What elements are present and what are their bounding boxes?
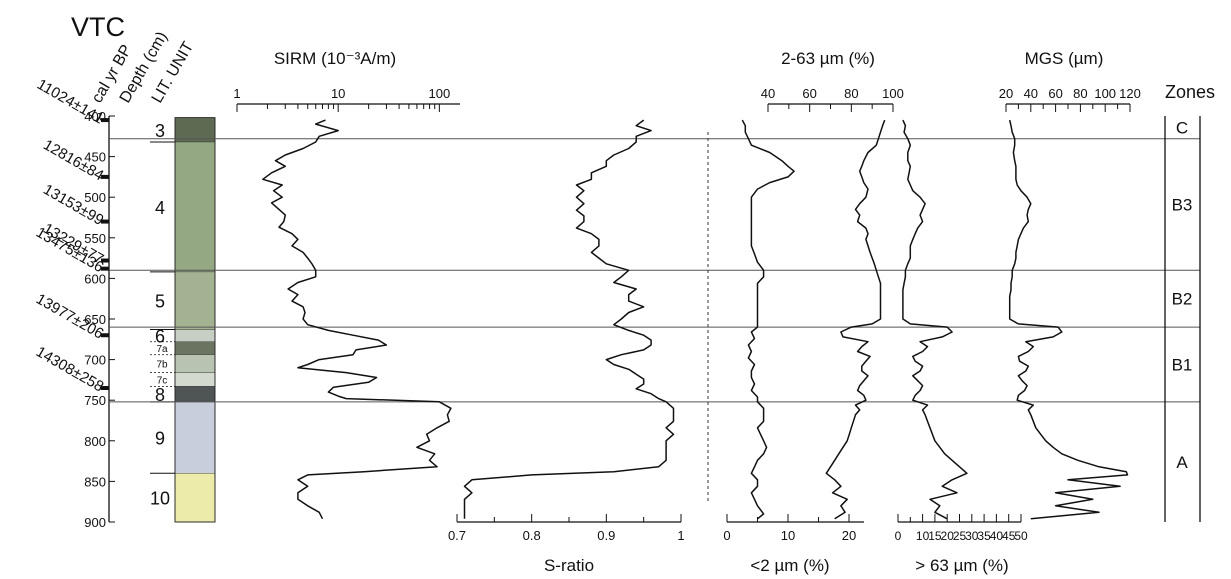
unit-block <box>174 141 216 273</box>
depth-tick-label: 700 <box>84 353 106 368</box>
axis-title: MGS (µm) <box>1025 49 1104 68</box>
tick-label: 0 <box>895 529 902 543</box>
unit-block <box>174 271 216 330</box>
unit-block <box>174 354 216 373</box>
unit-block <box>174 372 216 387</box>
tick-label: 120 <box>1119 86 1141 101</box>
core-title: VTC <box>71 12 125 42</box>
tick-label: 100 <box>428 86 450 101</box>
tick-label: 0.9 <box>597 528 615 543</box>
tick-label: 100 <box>882 86 904 101</box>
unit-label: 9 <box>155 429 165 449</box>
depth-tick-label: 800 <box>84 434 106 449</box>
tick-label: 45 <box>1002 529 1016 543</box>
tick-label: 80 <box>844 86 858 101</box>
tick-label: 0 <box>723 528 730 543</box>
unit-block <box>174 341 216 355</box>
zone-label: A <box>1176 453 1188 472</box>
series-line <box>741 119 795 520</box>
tick-label: 100 <box>1094 86 1116 101</box>
unit-label: 4 <box>155 198 165 218</box>
tick-label: 20 <box>842 528 856 543</box>
tick-label: 60 <box>802 86 816 101</box>
tick-label: 35 <box>977 529 991 543</box>
unit-label: 7b <box>156 360 168 371</box>
zone-label: B3 <box>1172 196 1193 215</box>
depth-tick-label: 400 <box>84 109 106 124</box>
tick-label: 40 <box>1024 86 1038 101</box>
tick-label: 40 <box>990 529 1004 543</box>
tick-label: 10 <box>781 528 795 543</box>
age-label: 14308±258 <box>33 343 106 395</box>
depth-tick-label: 750 <box>84 393 106 408</box>
tick-label: 0.8 <box>523 528 541 543</box>
unit-label: 6 <box>155 327 165 347</box>
unit-block <box>174 329 216 342</box>
tick-label: 30 <box>965 529 979 543</box>
zones-header: Zones <box>1165 82 1215 102</box>
tick-label: 25 <box>953 529 967 543</box>
zone-label: C <box>1176 118 1188 137</box>
unit-label: 10 <box>150 489 170 509</box>
depth-tick-label: 500 <box>84 190 106 205</box>
tick-label: 20 <box>999 86 1013 101</box>
depth-tick-label: 900 <box>84 515 106 530</box>
tick-label: 10 <box>916 529 930 543</box>
unit-label: 8 <box>155 385 165 405</box>
unit-block <box>174 386 216 403</box>
series-line <box>825 119 886 520</box>
tick-label: 1 <box>677 528 684 543</box>
depth-tick-label: 650 <box>84 312 106 327</box>
tick-label: 20 <box>941 529 955 543</box>
unit-label: 5 <box>155 292 165 312</box>
axis-title: 2-63 µm (%) <box>781 49 875 68</box>
zone-label: B1 <box>1172 355 1193 374</box>
axis-title: SIRM (10⁻³A/m) <box>274 49 396 68</box>
series-line <box>902 119 968 520</box>
series-line <box>262 119 452 520</box>
unit-label: 3 <box>155 121 165 141</box>
axis-title: > 63 µm (%) <box>915 556 1008 575</box>
unit-block <box>174 401 216 474</box>
axis-title: S-ratio <box>544 556 594 575</box>
depth-tick-label: 600 <box>84 271 106 286</box>
zone-label: B2 <box>1172 290 1193 309</box>
unit-block <box>174 473 216 523</box>
series-line <box>463 119 675 519</box>
tick-label: 10 <box>331 86 345 101</box>
tick-label: 15 <box>928 529 942 543</box>
axis-title: <2 µm (%) <box>750 556 829 575</box>
series-line <box>1008 119 1129 520</box>
tick-label: 40 <box>761 86 775 101</box>
depth-tick-label: 450 <box>84 150 106 165</box>
tick-label: 50 <box>1014 529 1028 543</box>
depth-tick-label: 850 <box>84 474 106 489</box>
unit-label: 7a <box>156 344 168 355</box>
depth-tick-label: 550 <box>84 231 106 246</box>
unit-label: 7c <box>157 375 168 386</box>
tick-label: 0.7 <box>448 528 466 543</box>
unit-column-frame <box>174 117 216 523</box>
tick-label: 80 <box>1073 86 1087 101</box>
tick-label: 1 <box>233 86 240 101</box>
tick-label: 60 <box>1048 86 1062 101</box>
